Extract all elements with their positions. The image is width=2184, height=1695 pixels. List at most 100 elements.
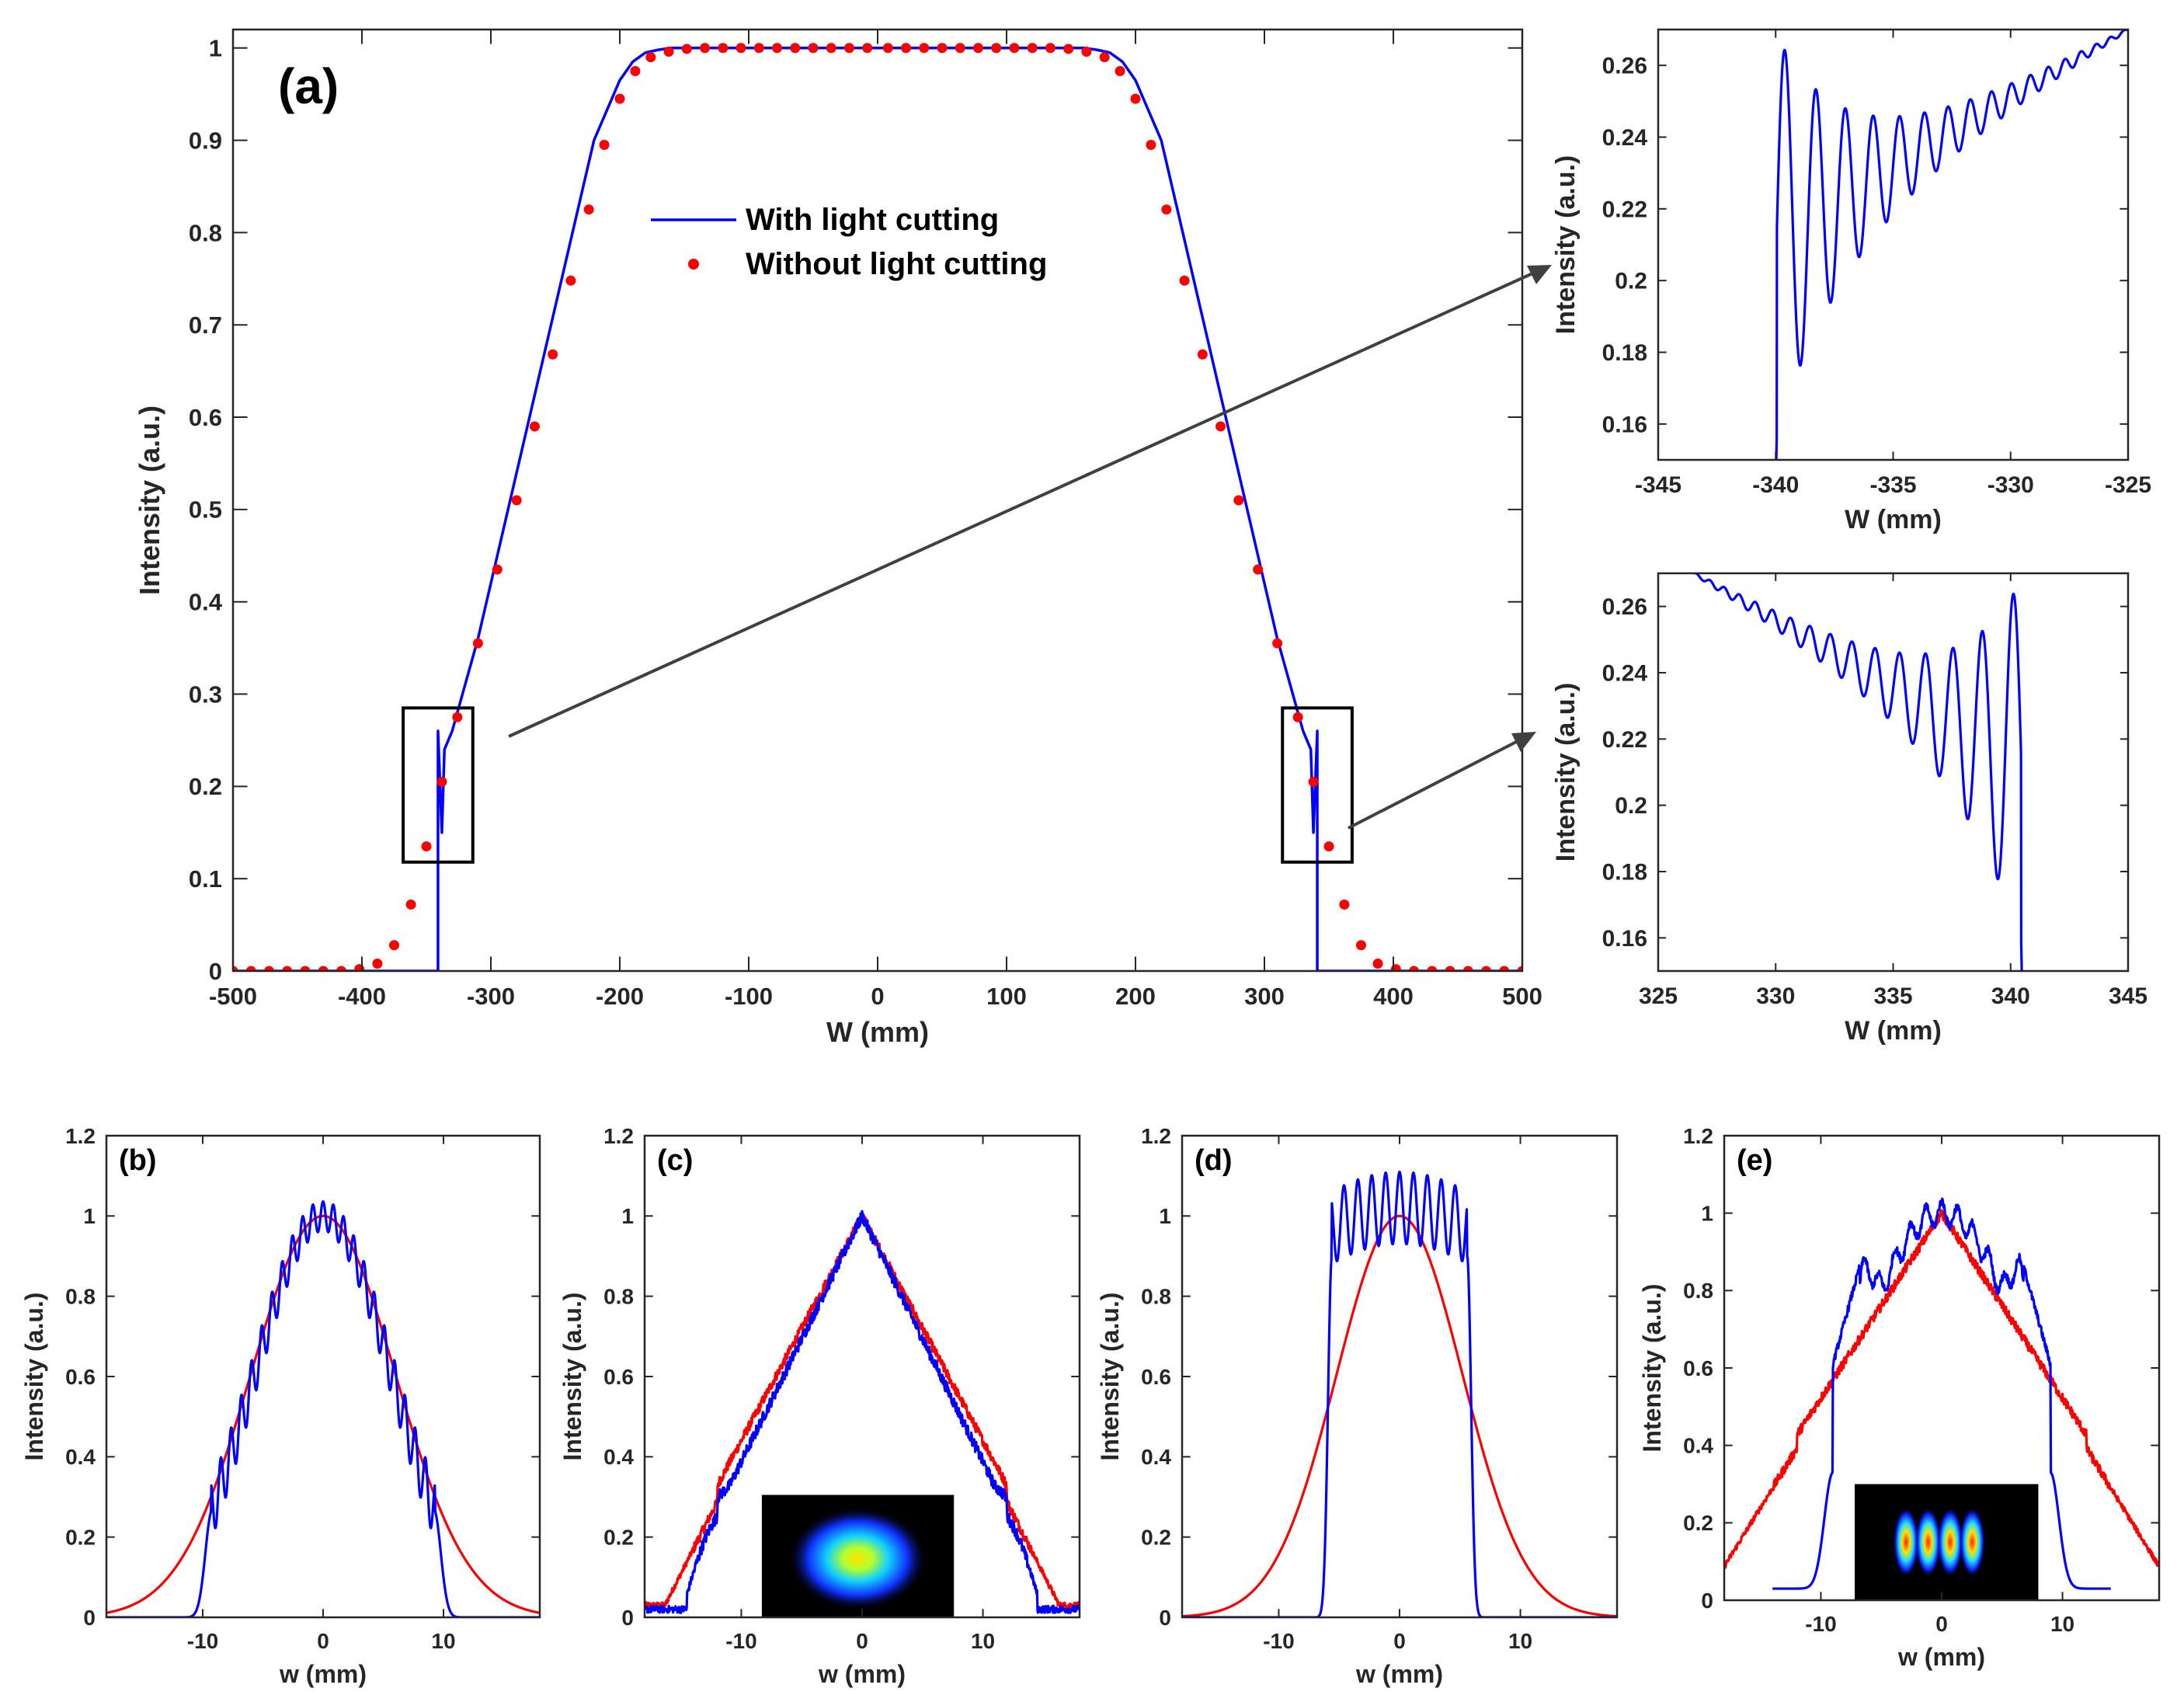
data-point — [336, 966, 346, 971]
data-point — [937, 43, 948, 54]
zoom-arrows — [508, 265, 1552, 830]
y-tick-label: 0.9 — [189, 127, 222, 154]
series-a-zoom-right-1 — [1692, 573, 2023, 971]
legend-label-with-cutting: With light cutting — [746, 203, 999, 237]
chart-e: -10 0 10 0 0.2 0.4 0.6 0.8 1 1.2 w (mm) Intensity (… — [1638, 1124, 2161, 1671]
series-line — [1182, 1214, 1617, 1617]
y-tick-label: 0 — [621, 1606, 634, 1630]
data-point — [1390, 964, 1401, 971]
series-line — [1182, 1170, 1617, 1617]
data-point — [882, 43, 893, 54]
y-tick-label: 0.2 — [1615, 793, 1647, 819]
data-point — [1081, 47, 1092, 57]
series-line — [106, 1200, 540, 1617]
x-tick-label: 10 — [971, 1629, 995, 1653]
data-point — [583, 204, 594, 215]
y-tick-label: 0.6 — [1683, 1356, 1713, 1380]
series-line — [1772, 1197, 2112, 1590]
chart-c: -10 0 10 0 0.2 0.4 0.6 0.8 1 1.2 w (mm) Intensity (… — [558, 1124, 1081, 1688]
y-tick-label: 0.24 — [1602, 661, 1648, 687]
data-point — [645, 52, 656, 63]
x-tick-label: 500 — [1502, 983, 1542, 1010]
data-point — [492, 564, 503, 575]
x-tick-label: -10 — [725, 1629, 756, 1653]
y-tick-label: 0.5 — [189, 496, 222, 524]
series-line — [645, 1209, 1080, 1614]
y-tick-label: 0.2 — [189, 773, 222, 800]
y-tick-label: 0.8 — [603, 1284, 634, 1308]
x-tick-label: -100 — [725, 983, 773, 1010]
series-line — [1692, 573, 2023, 971]
data-point — [955, 43, 965, 54]
x-tick-label: -300 — [467, 983, 515, 1010]
data-point — [972, 43, 983, 54]
data-point — [1009, 43, 1020, 54]
series-line — [1775, 30, 2128, 460]
data-point — [300, 966, 311, 971]
y-tick-label: 0.2 — [1141, 1525, 1171, 1549]
zoom-arrow-left — [508, 269, 1540, 738]
y-tick-label: 1 — [1701, 1201, 1713, 1225]
data-point — [1499, 966, 1510, 971]
y-tick-label: 0.8 — [1683, 1279, 1713, 1303]
y-axis-label: Intensity (a.u.) — [20, 1293, 48, 1461]
data-point — [1045, 43, 1055, 54]
y-tick-label: 0.8 — [65, 1284, 96, 1308]
x-tick-label: 0 — [856, 1629, 868, 1653]
panel-label-c: (c) — [657, 1144, 693, 1177]
legend: With light cutting Without light cutting — [651, 203, 1047, 281]
y-tick-label: 0 — [1159, 1606, 1171, 1630]
data-point — [318, 966, 329, 971]
data-point — [630, 65, 641, 76]
x-tick-label: 340 — [1991, 983, 2030, 1009]
x-tick-label: -200 — [596, 983, 644, 1010]
x-axis-label: w (mm) — [818, 1660, 906, 1688]
x-tick-label: -10 — [1263, 1629, 1294, 1653]
data-point — [529, 421, 540, 432]
series-b-2 — [106, 1200, 540, 1617]
zoom-arrow-left-head — [1527, 265, 1552, 284]
data-point — [753, 43, 764, 54]
x-tick-label: -500 — [209, 983, 257, 1010]
y-axis-label: Intensity (a.u.) — [1551, 155, 1581, 334]
beam-profile-inset — [1855, 1484, 2039, 1600]
y-tick-label: 1.2 — [65, 1124, 96, 1148]
spot-4 — [1959, 1507, 1985, 1578]
data-point — [919, 43, 930, 54]
data-point — [282, 966, 293, 971]
y-tick-label: 0.8 — [189, 219, 222, 246]
data-point — [808, 43, 819, 54]
x-tick-label: 330 — [1756, 983, 1795, 1009]
x-tick-label: -325 — [2105, 472, 2151, 498]
y-tick-label: 0.2 — [603, 1525, 634, 1549]
data-point — [1130, 93, 1141, 104]
y-axis-label: Intensity (a.u.) — [1096, 1293, 1124, 1461]
data-point — [372, 958, 383, 969]
data-point — [389, 940, 399, 951]
y-tick-label: 0.6 — [65, 1365, 96, 1389]
x-tick-label: 0 — [871, 983, 884, 1010]
chart-a: -500 -400 -300 -200 -100 0 100 200 300 400 500 0 0.1… — [134, 28, 1542, 1048]
zoom-arrow-right-head — [1511, 732, 1536, 752]
series-e-1 — [1724, 1209, 2159, 1569]
y-axis-label: Intensity (a.u.) — [1551, 683, 1581, 861]
y-tick-label: 0.22 — [1602, 727, 1647, 753]
y-tick-label: 0.2 — [1683, 1511, 1713, 1535]
data-point — [718, 43, 729, 54]
zoom-region-box-2 — [1281, 706, 1354, 864]
data-point — [826, 43, 836, 54]
y-tick-label: 0.18 — [1602, 340, 1647, 366]
y-tick-label: 0.4 — [189, 589, 223, 616]
data-point — [245, 966, 256, 971]
data-point — [263, 966, 274, 971]
y-tick-label: 0.6 — [1141, 1365, 1171, 1389]
y-tick-label: 1 — [83, 1204, 96, 1228]
y-tick-label: 0 — [83, 1606, 96, 1630]
x-axis-label: w (mm) — [1355, 1660, 1443, 1688]
data-point — [1462, 966, 1473, 971]
data-point — [1197, 349, 1208, 360]
series-e-2 — [1772, 1197, 2112, 1590]
data-point — [1339, 899, 1350, 910]
data-point — [700, 43, 711, 54]
y-axis-label: Intensity (a.u.) — [134, 405, 165, 595]
